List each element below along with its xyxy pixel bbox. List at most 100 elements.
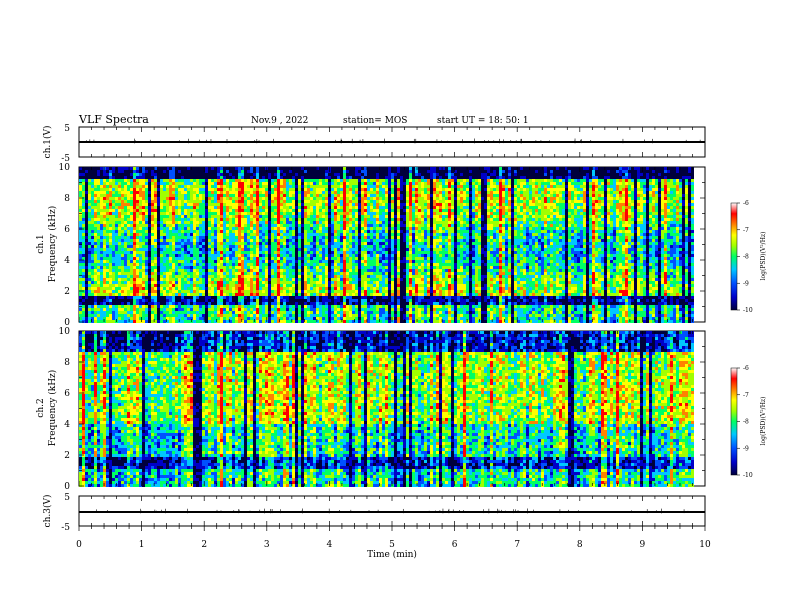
- spectrogram-cell: [262, 251, 265, 254]
- spectrogram-cell: [106, 266, 109, 269]
- spectrogram-cell: [157, 203, 160, 206]
- spectrogram-cell: [199, 221, 202, 224]
- spectrogram-cell: [259, 206, 262, 209]
- spectrogram-cell: [286, 272, 289, 275]
- spectrogram-cell: [325, 200, 328, 203]
- spectrogram-cell: [244, 173, 247, 176]
- spectrogram-cell: [259, 278, 262, 281]
- spectrogram-cell: [121, 200, 124, 203]
- spectrogram-cell: [85, 221, 88, 224]
- spectrogram-cell: [127, 215, 130, 218]
- spectrogram-cell: [160, 215, 163, 218]
- spectrogram-cell: [277, 230, 280, 233]
- spectrogram-cell: [196, 257, 199, 260]
- spectrogram-cell: [271, 317, 274, 320]
- spectrogram-cell: [94, 182, 97, 185]
- spectrogram-cell: [280, 206, 283, 209]
- spectrogram-cell: [262, 215, 265, 218]
- spectrogram-cell: [109, 308, 112, 311]
- spectrogram-cell: [229, 194, 232, 197]
- spectrogram-cell: [286, 206, 289, 209]
- spectrogram-cell: [172, 296, 175, 299]
- spectrogram-cell: [319, 170, 322, 173]
- spectrogram-cell: [142, 242, 145, 245]
- spectrogram-cell: [205, 245, 208, 248]
- spectrogram-cell: [184, 239, 187, 242]
- spectrogram-cell: [214, 254, 217, 257]
- spectrogram-cell: [121, 170, 124, 173]
- spectrogram-cell: [145, 170, 148, 173]
- spectrogram-cell: [130, 281, 133, 284]
- spectrogram-cell: [154, 200, 157, 203]
- spectrogram-cell: [244, 272, 247, 275]
- spectrogram-cell: [331, 317, 334, 320]
- spectrogram-cell: [277, 224, 280, 227]
- spectrogram-cell: [214, 170, 217, 173]
- spectrogram-cell: [265, 296, 268, 299]
- spectrogram-cell: [226, 314, 229, 317]
- spectrogram-cell: [157, 200, 160, 203]
- spectrogram-cell: [202, 224, 205, 227]
- spectrogram-cell: [337, 302, 340, 305]
- spectrogram-cell: [79, 257, 82, 260]
- spectrogram-cell: [304, 203, 307, 206]
- spectrogram-cell: [139, 314, 142, 317]
- spectrogram-cell: [247, 221, 250, 224]
- spectrogram-cell: [79, 176, 82, 179]
- spectrogram-cell: [106, 215, 109, 218]
- spectrogram-cell: [151, 317, 154, 320]
- spectrogram-cell: [142, 245, 145, 248]
- spectrogram-cell: [256, 275, 259, 278]
- spectrogram-cell: [241, 272, 244, 275]
- spectrogram-cell: [337, 242, 340, 245]
- spectrogram-cell: [85, 170, 88, 173]
- spectrogram-cell: [133, 176, 136, 179]
- spectrogram-cell: [139, 173, 142, 176]
- spectrogram-cell: [307, 245, 310, 248]
- spectrogram-cell: [145, 272, 148, 275]
- spectrogram-cell: [235, 266, 238, 269]
- spectrogram-cell: [136, 311, 139, 314]
- spectrogram-cell: [208, 230, 211, 233]
- spectrogram-cell: [130, 209, 133, 212]
- spectrogram-cell: [334, 287, 337, 290]
- spectrogram-cell: [208, 170, 211, 173]
- spectrogram-cell: [235, 314, 238, 317]
- spectrogram-cell: [220, 272, 223, 275]
- spectrogram-cell: [163, 206, 166, 209]
- spectrogram-cell: [154, 239, 157, 242]
- spectrogram-cell: [136, 308, 139, 311]
- spectrogram-cell: [319, 275, 322, 278]
- spectrogram-cell: [79, 266, 82, 269]
- spectrogram-cell: [271, 251, 274, 254]
- spectrogram-cell: [337, 278, 340, 281]
- spectrogram-cell: [181, 272, 184, 275]
- spectrogram-cell: [256, 209, 259, 212]
- spectrogram-cell: [277, 209, 280, 212]
- spectrogram-cell: [265, 215, 268, 218]
- spectrogram-cell: [106, 194, 109, 197]
- spectrogram-cell: [178, 176, 181, 179]
- spectrogram-cell: [334, 167, 337, 170]
- spectrogram-cell: [334, 308, 337, 311]
- spectrogram-cell: [127, 308, 130, 311]
- spectrogram-cell: [253, 254, 256, 257]
- spectrogram-cell: [232, 212, 235, 215]
- spectrogram-cell: [340, 314, 343, 317]
- spectrogram-cell: [160, 218, 163, 221]
- spectrogram-cell: [217, 278, 220, 281]
- spectrogram-cell: [79, 272, 82, 275]
- spectrogram-cell: [337, 251, 340, 254]
- spectrogram-cell: [175, 233, 178, 236]
- spectrogram-cell: [106, 221, 109, 224]
- spectrogram-cell: [184, 212, 187, 215]
- spectrogram-cell: [244, 188, 247, 191]
- spectrogram-cell: [133, 272, 136, 275]
- spectrogram-cell: [319, 302, 322, 305]
- spectrogram-cell: [310, 302, 313, 305]
- spectrogram-cell: [181, 320, 184, 323]
- spectrogram-cell: [274, 287, 277, 290]
- spectrogram-cell: [232, 302, 235, 305]
- spectrogram-cell: [196, 251, 199, 254]
- spectrogram-cell: [97, 290, 100, 293]
